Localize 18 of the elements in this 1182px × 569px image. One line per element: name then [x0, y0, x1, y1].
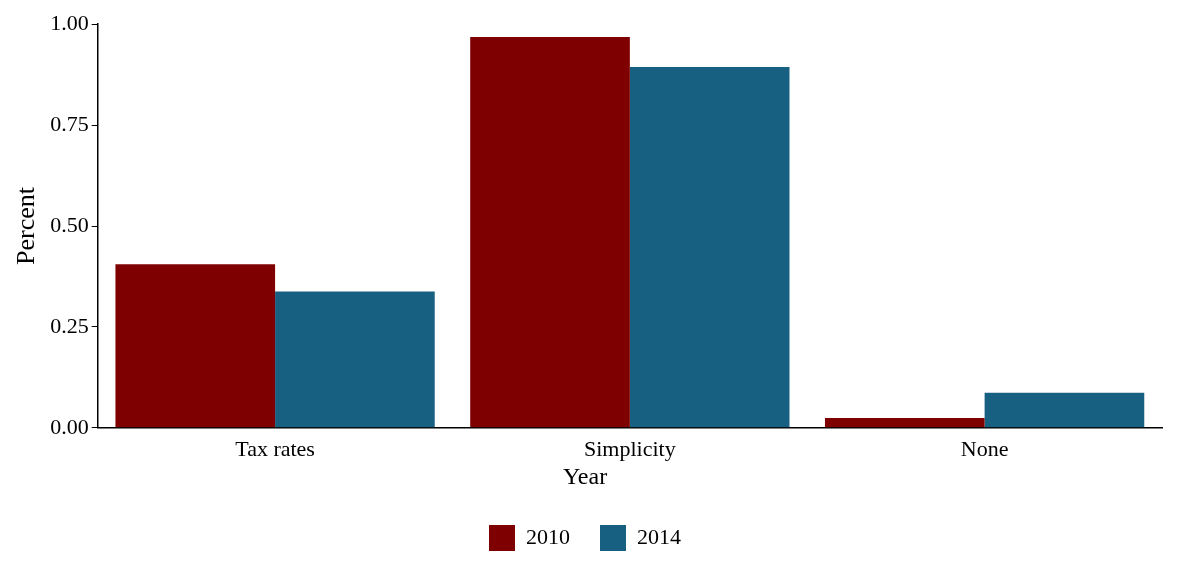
legend-title: Year [562, 463, 608, 490]
bar [470, 37, 630, 428]
legend-label: 2014 [637, 523, 681, 549]
bar [275, 291, 435, 428]
x-tick-label: Simplicity [584, 435, 676, 461]
legend-label: 2010 [526, 523, 570, 549]
y-tick-label: 0.00 [50, 413, 89, 439]
bar [984, 392, 1145, 428]
y-tick-label: 0.75 [50, 110, 89, 136]
y-tick-label: 0.50 [50, 211, 89, 237]
x-tick-label: None [960, 435, 1009, 461]
bar [115, 264, 276, 428]
y-tick-label: 1.00 [50, 9, 89, 35]
y-axis-title: Percent [11, 186, 41, 265]
x-tick-label: Tax rates [235, 435, 315, 461]
y-tick-label: 0.25 [50, 312, 89, 338]
bar [629, 66, 790, 428]
bar [824, 418, 985, 428]
